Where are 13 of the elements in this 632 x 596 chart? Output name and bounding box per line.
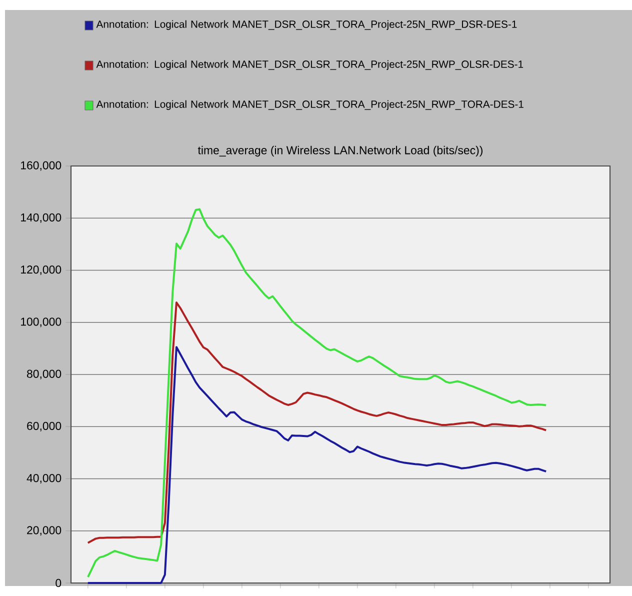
y-tick-label: 60,000 (27, 422, 62, 432)
legend-label: Annotation: Logical Network MANET_DSR_OLSR_TORA_Project-25N_RWP_TORA-DES-1 (96, 100, 524, 110)
y-tick-label: 80,000 (27, 370, 62, 380)
y-tick-label: 120,000 (21, 265, 62, 275)
legend-label: Annotation: Logical Network MANET_DSR_OLSR_TORA_Project-25N_RWP_DSR-DES-1 (96, 20, 517, 30)
y-tick-label: 0 (56, 578, 62, 587)
y-tick-label: 100,000 (21, 318, 62, 327)
y-tick-label: 140,000 (21, 213, 62, 223)
y-tick-label: 40,000 (26, 474, 62, 484)
y-tick-label: 20,000 (27, 526, 62, 536)
legend-label: Annotation: Logical Network MANET_DSR_OLSR_TORA_Project-25N_RWP_OLSR-DES-1 (96, 60, 524, 70)
y-tick-label: 160,000 (21, 161, 62, 171)
chart-title: time_average (in Wireless LAN.Network Load (bits/sec)) (198, 146, 483, 156)
